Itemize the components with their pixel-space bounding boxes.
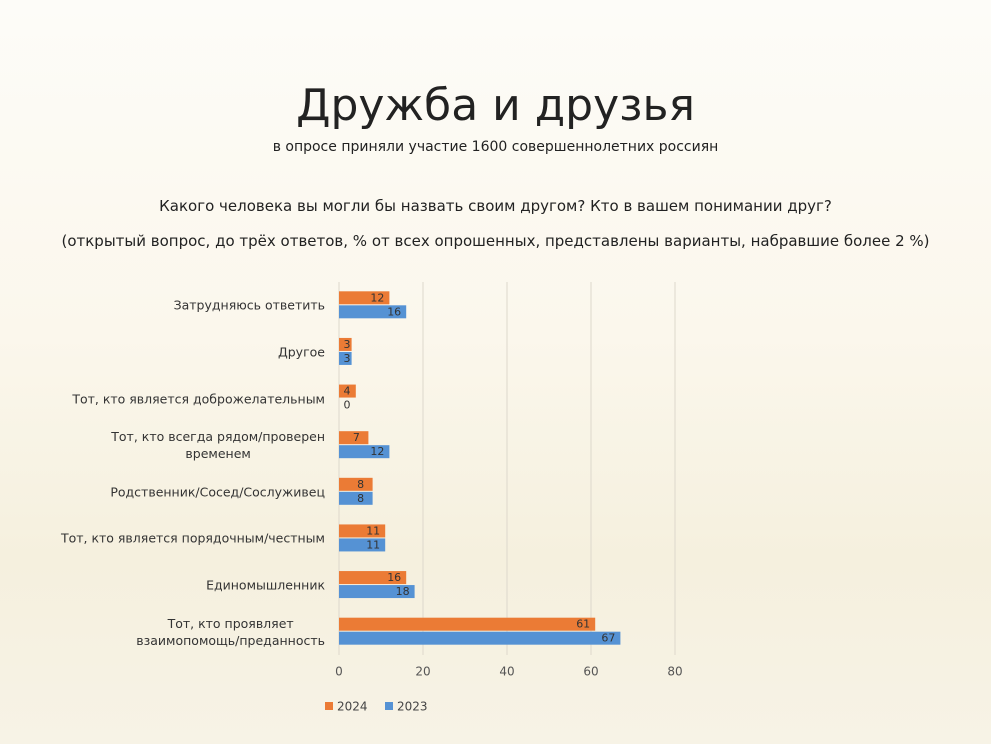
value-label: 3	[344, 338, 351, 351]
x-tick-label: 60	[583, 665, 598, 679]
value-label: 16	[387, 571, 401, 584]
bar	[339, 524, 386, 538]
legend-label: 2024	[337, 700, 368, 714]
bar	[339, 491, 373, 505]
value-label: 0	[344, 399, 351, 412]
y-tick-label: Родственник/Сосед/Сослуживец	[110, 484, 325, 500]
value-label: 8	[357, 492, 364, 505]
value-label: 4	[344, 385, 351, 398]
value-label: 61	[576, 618, 590, 631]
y-tick-label: Другое	[277, 344, 325, 360]
value-label: 3	[344, 352, 351, 365]
y-tick-label: Тот, кто всегда рядом/проверен временем	[111, 429, 325, 462]
y-tick-label: Единомышленник	[206, 577, 325, 593]
y-tick-label: Тот, кто является доброжелательным	[72, 391, 325, 407]
bar	[339, 538, 386, 552]
value-label: 67	[601, 632, 615, 645]
bar	[339, 445, 390, 459]
legend-label: 2023	[397, 700, 428, 714]
legend-swatch	[325, 702, 333, 710]
value-label: 12	[370, 445, 384, 458]
bar	[339, 384, 356, 398]
value-label: 11	[366, 538, 380, 551]
x-tick-label: 40	[499, 665, 514, 679]
x-tick-label: 20	[415, 665, 430, 679]
chart-title: Дружба и друзья	[296, 80, 695, 131]
value-label: 12	[370, 291, 384, 304]
y-tick-label: Тот, кто проявляет взаимопомощь/преданно…	[136, 615, 325, 648]
x-tick-label: 0	[335, 665, 343, 679]
bar	[339, 631, 621, 645]
value-label: 8	[357, 478, 364, 491]
legend-swatch	[385, 702, 393, 710]
y-tick-label: Затрудняюсь ответить	[173, 297, 325, 313]
bar	[339, 291, 390, 305]
value-label: 18	[396, 585, 410, 598]
chart-subtitle: в опросе приняли участие 1600 совершенно…	[272, 139, 719, 155]
bar	[339, 431, 369, 445]
value-label: 16	[387, 305, 401, 318]
bar	[339, 477, 373, 491]
bar	[339, 337, 352, 351]
bar	[339, 571, 407, 585]
value-label: 7	[353, 431, 360, 444]
value-label: 11	[366, 524, 380, 537]
note: (открытый вопрос, до трёх ответов, % от …	[61, 232, 930, 250]
bar	[339, 305, 407, 319]
y-tick-label: Тот, кто является порядочным/честным	[60, 530, 325, 546]
bar	[339, 585, 415, 599]
x-tick-label: 80	[667, 665, 682, 679]
question: Какого человека вы могли бы назвать свои…	[159, 197, 832, 215]
bar	[339, 351, 352, 365]
bar	[339, 617, 596, 631]
